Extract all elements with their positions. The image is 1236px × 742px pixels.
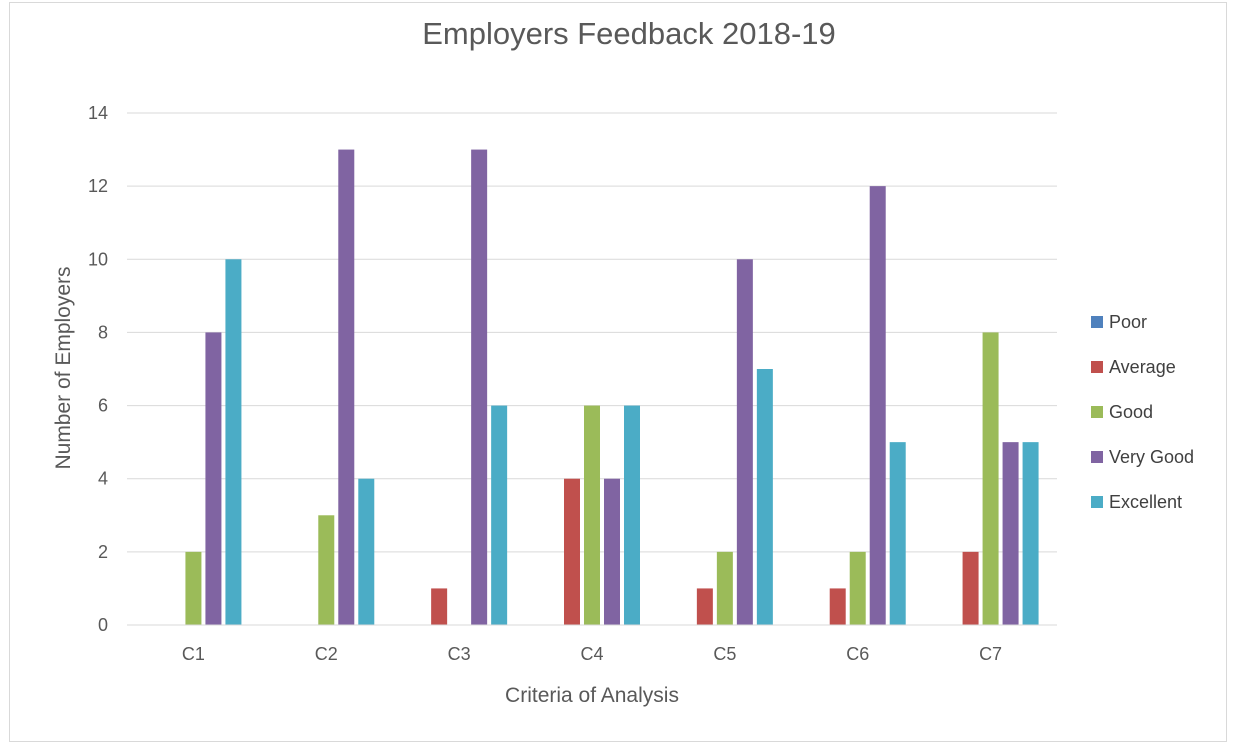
bar-excellent-c4 (624, 405, 640, 625)
bar-excellent-c6 (889, 442, 906, 625)
bar-excellent-c1 (225, 259, 242, 625)
legend-label: Poor (1109, 312, 1147, 332)
legend-swatch (1091, 406, 1103, 418)
legend-label: Average (1109, 357, 1176, 377)
x-tick-label: C1 (182, 644, 205, 664)
bar-good-c1 (185, 551, 202, 625)
bar-excellent-c5 (756, 369, 773, 625)
bar-good-c6 (849, 551, 866, 625)
bar-average-c3 (431, 588, 448, 625)
bar-average-c6 (829, 588, 846, 625)
bar-good-c5 (716, 551, 733, 625)
legend: Poor Average Good Very Good Excellent (1091, 312, 1194, 512)
chart-title: Employers Feedback 2018-19 (422, 16, 836, 51)
legend-label: Good (1109, 402, 1153, 422)
legend-swatch (1091, 496, 1103, 508)
bar-average-c5 (696, 588, 713, 625)
x-axis-title: Criteria of Analysis (505, 684, 679, 707)
y-tick-label: 12 (88, 176, 108, 196)
x-tick-label: C4 (580, 644, 603, 664)
y-tick-label: 8 (98, 322, 108, 342)
bar-excellent-c7 (1022, 442, 1039, 625)
legend-swatch (1091, 361, 1103, 373)
bar-good-c2 (318, 515, 335, 625)
y-tick-label: 0 (98, 615, 108, 635)
x-tick-label: C3 (448, 644, 471, 664)
bar-very-good-c5 (736, 259, 753, 625)
bar-good-c7 (982, 332, 999, 625)
bar-very-good-c2 (338, 149, 355, 626)
y-axis-ticks: 0 2 4 6 8 10 12 14 (88, 103, 108, 635)
y-tick-label: 2 (98, 542, 108, 562)
y-axis-title: Number of Employers (52, 266, 75, 469)
bar-very-good-c4 (604, 478, 620, 625)
bar-excellent-c2 (358, 478, 375, 625)
y-tick-label: 14 (88, 103, 108, 123)
bars (185, 149, 1039, 626)
legend-label: Excellent (1109, 492, 1182, 512)
y-tick-label: 4 (98, 469, 108, 489)
bar-excellent-c3 (491, 405, 508, 625)
x-tick-label: C6 (846, 644, 869, 664)
legend-swatch (1091, 451, 1103, 463)
legend-label: Very Good (1109, 447, 1194, 467)
y-tick-label: 6 (98, 396, 108, 416)
x-tick-label: C2 (315, 644, 338, 664)
bar-very-good-c7 (1002, 442, 1019, 625)
bar-average-c7 (962, 551, 979, 625)
x-tick-label: C7 (979, 644, 1002, 664)
legend-swatch (1091, 316, 1103, 328)
bar-average-c4 (564, 478, 580, 625)
x-tick-label: C5 (713, 644, 736, 664)
x-axis-ticks: C1 C2 C3 C4 C5 C6 C7 (127, 624, 1057, 664)
bar-very-good-c6 (869, 186, 886, 625)
bar-very-good-c3 (471, 149, 488, 626)
bar-very-good-c1 (205, 332, 222, 625)
y-tick-label: 10 (88, 249, 108, 269)
bar-good-c4 (584, 405, 600, 625)
